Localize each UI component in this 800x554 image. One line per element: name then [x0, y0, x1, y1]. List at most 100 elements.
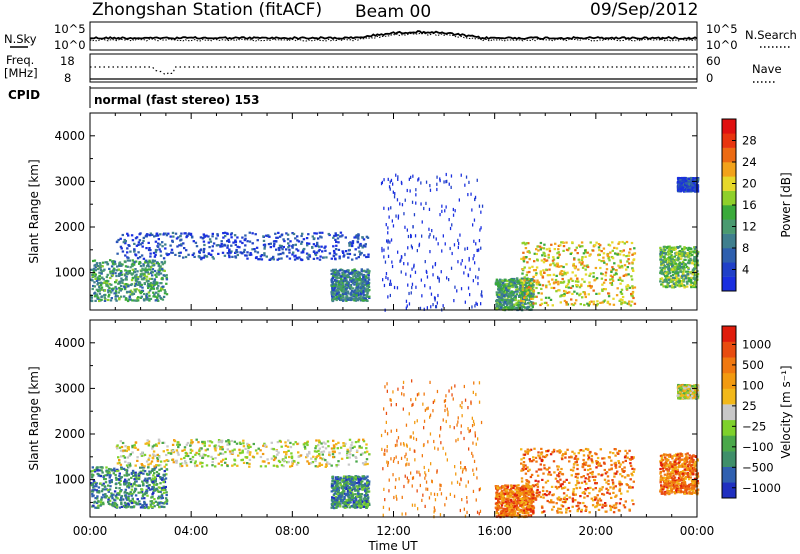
power-echo-cell	[542, 247, 546, 250]
power-echo-cell	[524, 284, 527, 287]
velocity-echo-cell	[262, 444, 265, 447]
power-echo-cell	[184, 255, 188, 259]
power-echo-cell	[600, 277, 604, 280]
power-echo-cell	[601, 273, 604, 276]
velocity-echo-cell	[276, 465, 279, 468]
velocity-echo-cell	[143, 502, 146, 505]
velocity-echo-cell	[200, 447, 203, 450]
power-echo-cell	[583, 280, 586, 283]
power-echo-cell	[627, 273, 630, 276]
power-echo-cell	[525, 285, 528, 288]
velocity-echo-cell	[111, 501, 115, 504]
velocity-echo-cell	[248, 453, 252, 456]
power-echo-cell	[262, 239, 266, 242]
power-echo-cell	[364, 243, 367, 246]
power-echo-cell	[348, 252, 352, 256]
power-echo-cell	[216, 234, 219, 237]
power-echo-cell	[108, 267, 111, 270]
power-echo-cell	[357, 237, 360, 240]
power-echo-cell	[495, 303, 498, 306]
velocity-echo-cell	[143, 497, 146, 500]
power-echo-cell	[521, 290, 524, 293]
power-echo-cell	[353, 236, 356, 239]
power-echo-cell	[368, 296, 371, 299]
velocity-echo-cell	[140, 454, 144, 457]
power-echo-cell	[245, 254, 248, 257]
power-echo-cell	[571, 279, 574, 282]
power-echo-cell	[123, 283, 126, 286]
power-echo-cell	[611, 277, 614, 280]
velocity-echo-cell	[134, 480, 137, 483]
velocity-echo-cell	[120, 445, 124, 449]
power-echo-cell	[586, 264, 589, 267]
velocity-echo-cell	[118, 506, 122, 509]
power-echo-cell	[275, 240, 278, 243]
power-echo-cell	[579, 303, 582, 306]
power-echo-cell	[680, 280, 683, 283]
power-echo-cell	[103, 294, 106, 297]
power-echo-cell	[531, 265, 534, 268]
velocity-echo-cell	[127, 502, 130, 505]
velocity-echo-cell	[147, 484, 150, 487]
power-echo-cell	[544, 259, 547, 262]
power-echo-cell	[531, 306, 534, 309]
velocity-echo-cell	[178, 443, 181, 446]
power-echo-cell	[361, 246, 364, 249]
power-echo-cell	[660, 258, 663, 261]
power-echo-cell	[387, 240, 389, 244]
power-echo-cell	[182, 242, 185, 245]
power-echo-cell	[535, 248, 538, 251]
power-echo-cell	[545, 284, 548, 287]
power-echo-cell	[129, 250, 132, 253]
power-echo-cell	[383, 206, 385, 210]
velocity-echo-cell	[111, 504, 114, 507]
velocity-echo-cell	[152, 491, 155, 494]
power-echo-cell	[435, 305, 437, 309]
power-echo-cell	[108, 293, 111, 296]
power-echo-cell	[668, 285, 672, 288]
power-echo-cell	[152, 264, 156, 267]
velocity-echo-cell	[125, 506, 128, 509]
power-echo-cell	[531, 303, 535, 306]
power-echo-cell	[682, 253, 685, 256]
velocity-echo-cell	[328, 451, 331, 454]
power-echo-cell	[459, 233, 461, 237]
power-echo-cell	[96, 295, 99, 298]
power-echo-cell	[507, 289, 510, 292]
power-echo-cell	[345, 279, 348, 282]
power-echo-cell	[582, 252, 586, 255]
power-echo-cell	[520, 299, 523, 303]
power-echo-cell	[500, 290, 504, 293]
power-echo-cell	[619, 291, 623, 294]
power-echo-cell	[436, 175, 438, 179]
power-echo-cell	[353, 268, 356, 271]
velocity-echo-cell	[164, 497, 168, 500]
power-echo-cell	[311, 246, 314, 249]
power-echo-cell	[125, 275, 128, 278]
velocity-echo-cell	[238, 448, 241, 451]
power-echo-cell	[137, 251, 140, 254]
freq-tick-top: 18	[60, 54, 75, 68]
power-echo-cell	[523, 276, 526, 279]
power-echo-cell	[687, 247, 690, 250]
velocity-echo-cell	[148, 484, 151, 487]
velocity-echo-cell	[139, 453, 143, 456]
power-echo-cell	[562, 245, 566, 248]
power-echo-cell	[554, 278, 558, 282]
power-echo-cell	[100, 276, 104, 279]
power-echo-cell	[145, 292, 149, 296]
power-echo-cell	[676, 186, 680, 189]
velocity-echo-cell	[141, 480, 144, 483]
velocity-echo-cell	[134, 471, 137, 474]
power-echo-cell	[553, 264, 556, 267]
velocity-echo-cell	[99, 501, 103, 504]
power-echo-cell	[662, 273, 666, 276]
power-echo-cell	[549, 298, 553, 301]
velocity-echo-cell	[311, 461, 315, 464]
velocity-echo-cell	[137, 472, 140, 476]
power-echo-cell	[114, 295, 117, 298]
power-echo-cell	[438, 279, 440, 283]
power-echo-cell	[520, 257, 523, 260]
velocity-echo-cell	[98, 469, 101, 472]
velocity-echo-cell	[351, 454, 355, 457]
